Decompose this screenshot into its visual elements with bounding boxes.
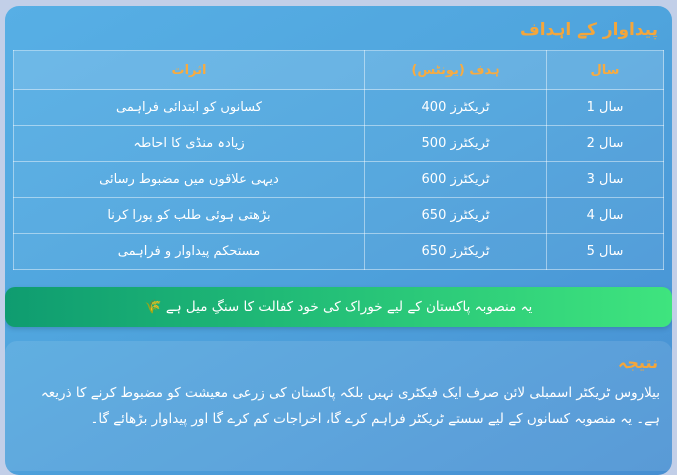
table-row: سال 3 600 ٹریکٹرز دیہی علاقوں میں مضبوط … <box>13 161 664 198</box>
conclusion-section: نتیجہ بیلاروس ٹریکٹر اسمبلی لائن صرف ایک… <box>5 341 672 471</box>
target-cell: 400 ٹریکٹرز <box>364 89 547 126</box>
conclusion-title: نتیجہ <box>618 353 658 372</box>
table-row: سال 2 500 ٹریکٹرز زیادہ منڈی کا احاطہ <box>13 125 664 162</box>
year-cell: سال 1 <box>546 89 664 126</box>
column-header-impact: اثرات <box>13 50 365 90</box>
milestone-banner: یہ منصوبہ پاکستان کے لیے خوراک کی خود کف… <box>5 287 672 327</box>
table-row: سال 5 650 ٹریکٹرز مستحکم پیداوار و فراہم… <box>13 233 664 270</box>
year-cell: سال 2 <box>546 125 664 162</box>
target-cell: 650 ٹریکٹرز <box>364 197 547 234</box>
impact-cell: دیہی علاقوں میں مضبوط رسائی <box>13 161 365 198</box>
targets-table: سال ہدف (یونٹس) اثرات سال 1 400 ٹریکٹرز … <box>13 50 664 270</box>
table-row: سال 4 650 ٹریکٹرز بڑھتی ہوئی طلب کو پورا… <box>13 197 664 234</box>
target-cell: 500 ٹریکٹرز <box>364 125 547 162</box>
impact-cell: کسانوں کو ابتدائی فراہمی <box>13 89 365 126</box>
year-cell: سال 4 <box>546 197 664 234</box>
targets-table-container: سال ہدف (یونٹس) اثرات سال 1 400 ٹریکٹرز … <box>13 50 664 270</box>
target-cell: 650 ٹریکٹرز <box>364 233 547 270</box>
slide-card: پیداوار کے اہداف سال ہدف (یونٹس) اثرات س… <box>5 6 672 475</box>
column-header-year: سال <box>546 50 664 90</box>
impact-cell: بڑھتی ہوئی طلب کو پورا کرنا <box>13 197 365 234</box>
table-row: سال 1 400 ٹریکٹرز کسانوں کو ابتدائی فراہ… <box>13 89 664 126</box>
milestone-banner-text: یہ منصوبہ پاکستان کے لیے خوراک کی خود کف… <box>144 299 533 315</box>
impact-cell: مستحکم پیداوار و فراہمی <box>13 233 365 270</box>
year-cell: سال 5 <box>546 233 664 270</box>
impact-cell: زیادہ منڈی کا احاطہ <box>13 125 365 162</box>
column-header-target: ہدف (یونٹس) <box>364 50 547 90</box>
year-cell: سال 3 <box>546 161 664 198</box>
table-header-row: سال ہدف (یونٹس) اثرات <box>13 50 664 90</box>
conclusion-paragraph: بیلاروس ٹریکٹر اسمبلی لائن صرف ایک فیکٹر… <box>40 385 660 428</box>
target-cell: 600 ٹریکٹرز <box>364 161 547 198</box>
page-title: پیداوار کے اہداف <box>519 20 658 40</box>
